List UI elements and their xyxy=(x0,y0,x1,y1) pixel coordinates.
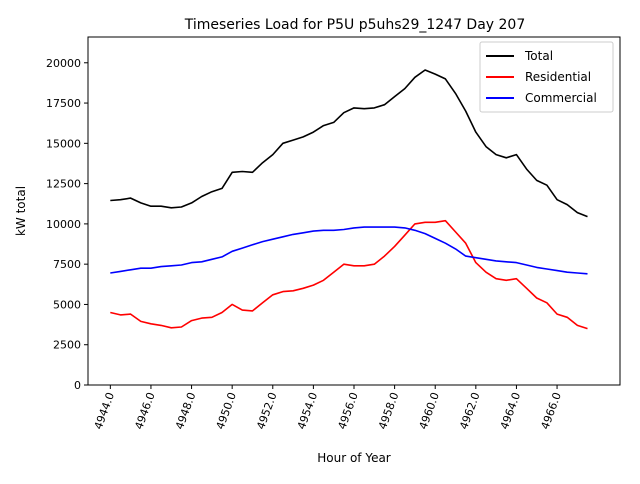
legend-label-total: Total xyxy=(524,49,553,63)
x-tick-label: 4950.0 xyxy=(214,391,239,432)
y-tick-label: 7500 xyxy=(53,258,81,271)
x-tick-label: 4966.0 xyxy=(539,391,564,432)
y-axis: 0 2500 5000 7500 10000 12500 15000 17500 20000 xyxy=(46,57,88,392)
x-tick-label: 4954.0 xyxy=(295,391,320,432)
legend-label-residential: Residential xyxy=(525,70,591,84)
x-tick-label: 4944.0 xyxy=(92,391,117,432)
x-tick-label: 4952.0 xyxy=(254,391,279,432)
x-tick-label: 4958.0 xyxy=(376,391,401,432)
series-line-total xyxy=(110,69,588,218)
y-tick-label: 15000 xyxy=(46,137,81,150)
y-tick-label: 2500 xyxy=(53,339,81,352)
series-layer xyxy=(110,69,588,330)
x-axis-label: Hour of Year xyxy=(317,451,391,465)
x-axis: 4944.0 4946.0 4948.0 4950.0 4952.0 4954.0 4956… xyxy=(92,385,564,431)
x-tick-label: 4948.0 xyxy=(173,391,198,432)
y-tick-label: 17500 xyxy=(46,97,81,110)
x-tick-label: 4946.0 xyxy=(132,391,157,432)
y-tick-label: 5000 xyxy=(53,298,81,311)
y-tick-label: 0 xyxy=(74,379,81,392)
x-tick-label: 4960.0 xyxy=(417,391,442,432)
legend-box xyxy=(479,41,614,113)
series-line-residential xyxy=(110,219,588,330)
y-tick-label: 12500 xyxy=(46,178,81,191)
y-tick-label: 10000 xyxy=(46,218,81,231)
legend: Total Residential Commercial xyxy=(479,41,614,113)
y-axis-label: kW total xyxy=(14,186,28,236)
chart-title: Timeseries Load for P5U p5uhs29_1247 Day… xyxy=(184,17,526,33)
x-tick-label: 4964.0 xyxy=(498,391,523,432)
x-tick-label: 4956.0 xyxy=(335,391,360,432)
y-tick-label: 20000 xyxy=(46,57,81,70)
series-line-commercial xyxy=(110,226,588,275)
x-tick-label: 4962.0 xyxy=(457,391,482,432)
legend-label-commercial: Commercial xyxy=(525,91,597,105)
